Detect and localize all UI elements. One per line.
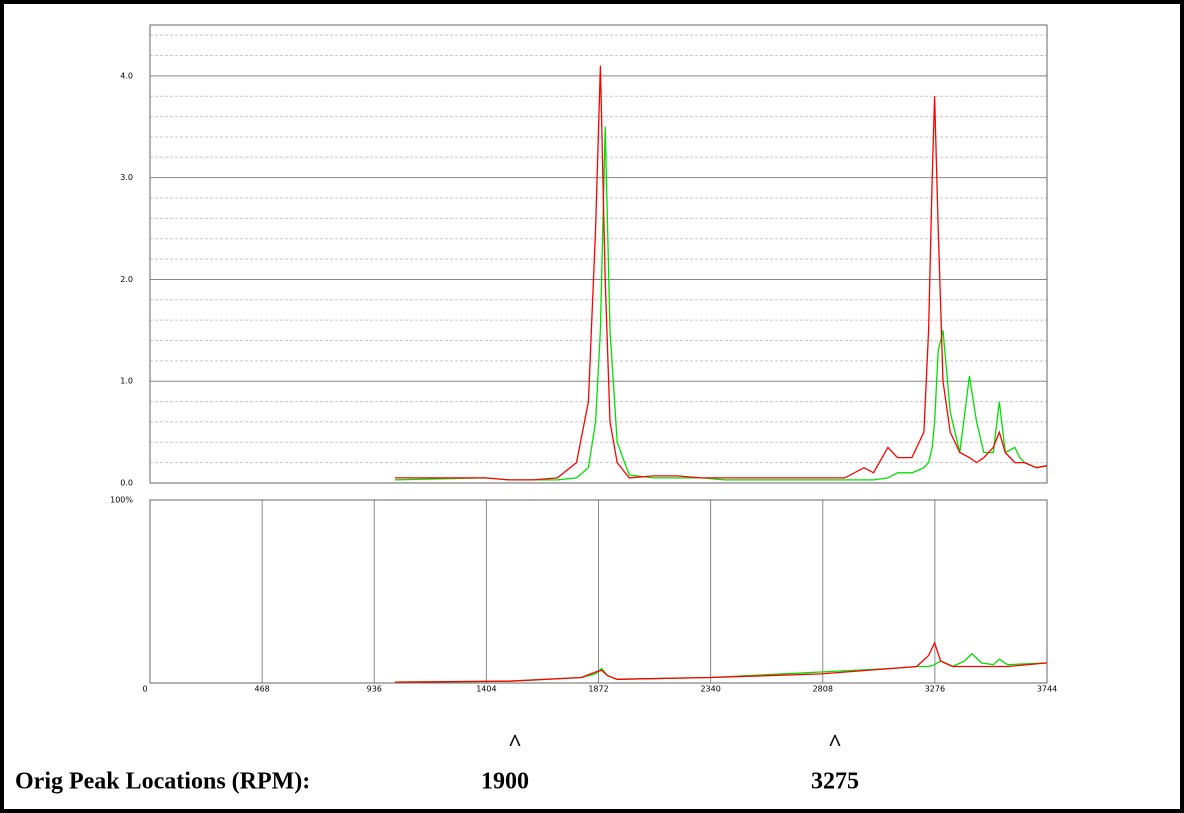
caret: ^: [828, 731, 842, 757]
y-tick-label: 4.0: [120, 71, 133, 80]
plot-frame: [149, 24, 1048, 484]
peak-value: 3275: [811, 769, 859, 795]
y-tick-label: 1.0: [120, 377, 133, 386]
x-tick-label: 468: [254, 685, 269, 694]
x-tick-label: 2808: [813, 685, 833, 694]
x-tick-label: 3276: [925, 685, 945, 694]
annotation-label: Orig Peak Locations (RPM):: [15, 769, 310, 795]
x-tick-label: 936: [367, 685, 382, 694]
caret: ^: [508, 731, 522, 757]
y-tick-label: 0.0: [120, 479, 133, 488]
peak-value: 1900: [481, 769, 529, 795]
y-tick-label: 100%: [110, 496, 133, 505]
x-tick-label: 3744: [1037, 685, 1057, 694]
x-tick-label: 2340: [700, 685, 720, 694]
series-line: [394, 126, 1048, 481]
x-tick-label: 0: [142, 685, 147, 694]
series-line: [394, 640, 1048, 683]
x-tick-label: 1404: [476, 685, 496, 694]
plot-frame: [149, 499, 1048, 684]
series-line: [394, 65, 1048, 481]
y-tick-label: 3.0: [120, 173, 133, 182]
y-tick-label: 2.0: [120, 275, 133, 284]
x-tick-label: 1872: [588, 685, 608, 694]
